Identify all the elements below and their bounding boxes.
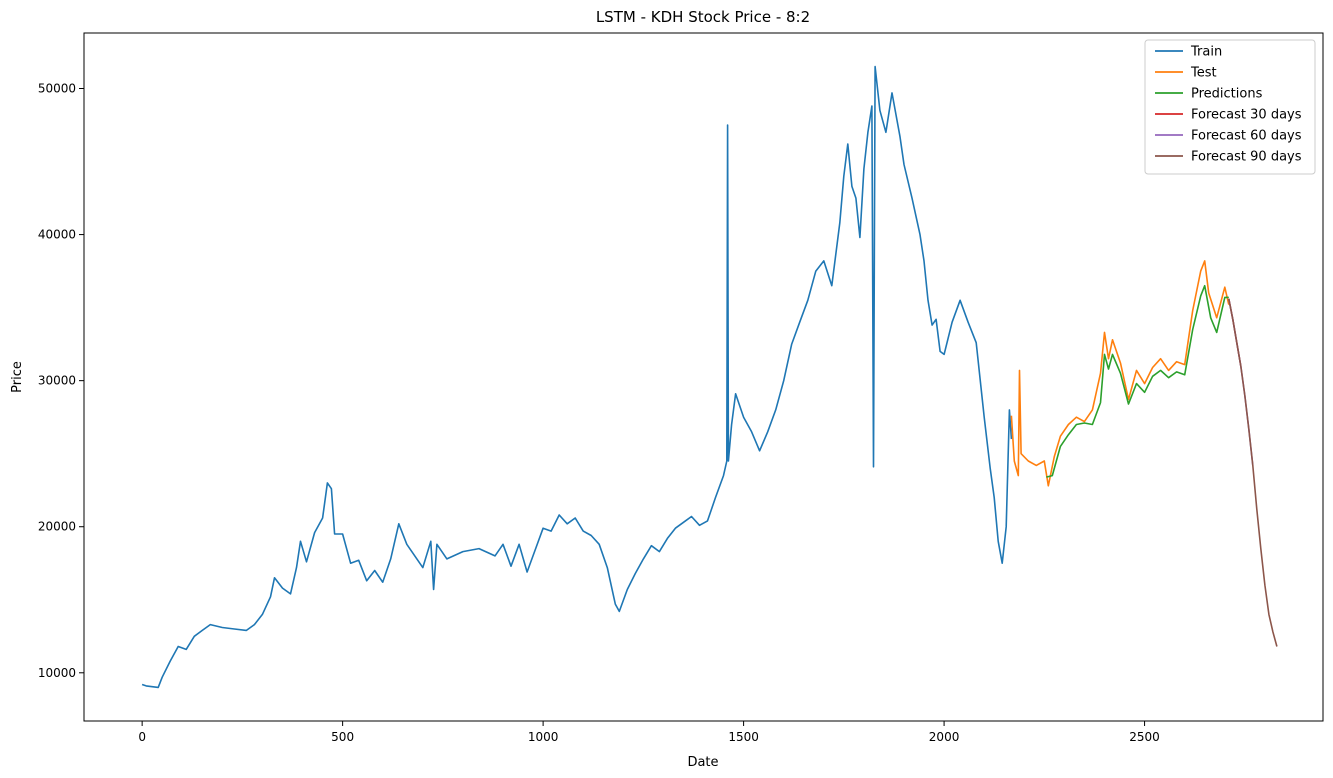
- legend-label: Forecast 30 days: [1191, 108, 1302, 123]
- series-line-forecast-90-days: [1228, 298, 1278, 647]
- plot-frame: [83, 32, 1324, 722]
- x-axis-label: Date: [687, 755, 718, 770]
- legend-label: Train: [1190, 45, 1222, 60]
- y-tick-label: 50000: [38, 82, 76, 96]
- legend-label: Forecast 60 days: [1191, 129, 1302, 144]
- x-tick-label: 1500: [728, 730, 759, 744]
- y-axis-label: Price: [10, 361, 25, 393]
- legend: Train Test Predictions Forecast 30 days Fore…: [1144, 39, 1316, 175]
- y-axis-ticks: 10000 20000 30000 40000 50000: [38, 82, 84, 680]
- legend-label: Predictions: [1191, 87, 1263, 102]
- y-tick-label: 30000: [38, 374, 76, 388]
- legend-box: [1144, 39, 1316, 175]
- legend-label: Test: [1190, 66, 1217, 81]
- series-line-train: [141, 65, 1013, 689]
- x-tick-label: 500: [331, 730, 354, 744]
- series-layer: [141, 65, 1278, 689]
- x-tick-label: 2000: [929, 730, 960, 744]
- x-tick-label: 1000: [528, 730, 559, 744]
- y-tick-label: 20000: [38, 520, 76, 534]
- legend-label: Forecast 90 days: [1191, 150, 1302, 165]
- y-tick-label: 10000: [38, 666, 76, 680]
- plot-area: [84, 33, 1323, 721]
- series-line-test: [1010, 260, 1230, 487]
- x-axis-ticks: 0 500 1000 1500 2000 2500: [138, 721, 1160, 744]
- series-line-predictions: [1046, 284, 1229, 478]
- x-tick-label: 2500: [1129, 730, 1160, 744]
- chart-title: LSTM - KDH Stock Price - 8:2: [596, 8, 810, 26]
- y-tick-label: 40000: [38, 228, 76, 242]
- x-tick-label: 0: [138, 730, 146, 744]
